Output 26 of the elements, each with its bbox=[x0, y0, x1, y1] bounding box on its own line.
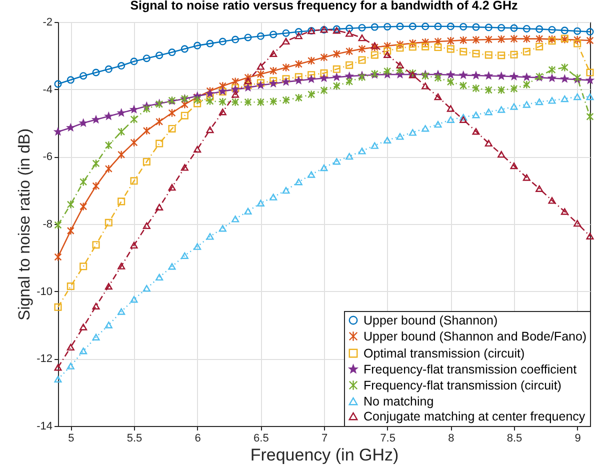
x-tick-label: 9 bbox=[574, 432, 581, 444]
legend-label: Upper bound (Shannon and Bode/Fano) bbox=[364, 329, 587, 344]
chart-title: Signal to noise ratio versus frequency for a bandwidth of 4.2 GHz bbox=[130, 0, 518, 12]
legend-label: Frequency-flat transmission coefficient bbox=[364, 362, 578, 376]
x-tick-label: 6.5 bbox=[254, 432, 269, 444]
x-tick-label: 8 bbox=[448, 432, 454, 444]
y-tick-label: -12 bbox=[36, 353, 52, 366]
y-tick-label: -6 bbox=[42, 151, 52, 164]
x-tick-label: 5 bbox=[68, 432, 74, 444]
y-tick-label: -10 bbox=[36, 286, 52, 298]
x-tick-label: 5.5 bbox=[126, 432, 142, 444]
y-tick-label: -14 bbox=[36, 420, 52, 432]
x-tick-label: 7 bbox=[321, 432, 328, 444]
x-tick-label: 8.5 bbox=[506, 432, 522, 444]
legend-label: No matching bbox=[364, 394, 434, 408]
legend-label: Upper bound (Shannon) bbox=[364, 313, 498, 328]
legend-label: Optimal transmission (circuit) bbox=[364, 346, 525, 360]
x-tick-label: 6 bbox=[194, 432, 201, 444]
y-tick-label: -4 bbox=[42, 84, 52, 96]
y-axis-title: Signal to noise ratio (in dB) bbox=[16, 128, 34, 321]
y-tick-label: -2 bbox=[42, 16, 52, 28]
x-axis-title: Frequency (in GHz) bbox=[250, 446, 399, 464]
legend-label: Conjugate matching at center frequency bbox=[364, 409, 586, 424]
legend-label: Frequency-flat transmission (circuit) bbox=[364, 378, 562, 392]
x-tick-label: 7.5 bbox=[380, 432, 396, 444]
y-tick-label: -8 bbox=[42, 218, 52, 230]
